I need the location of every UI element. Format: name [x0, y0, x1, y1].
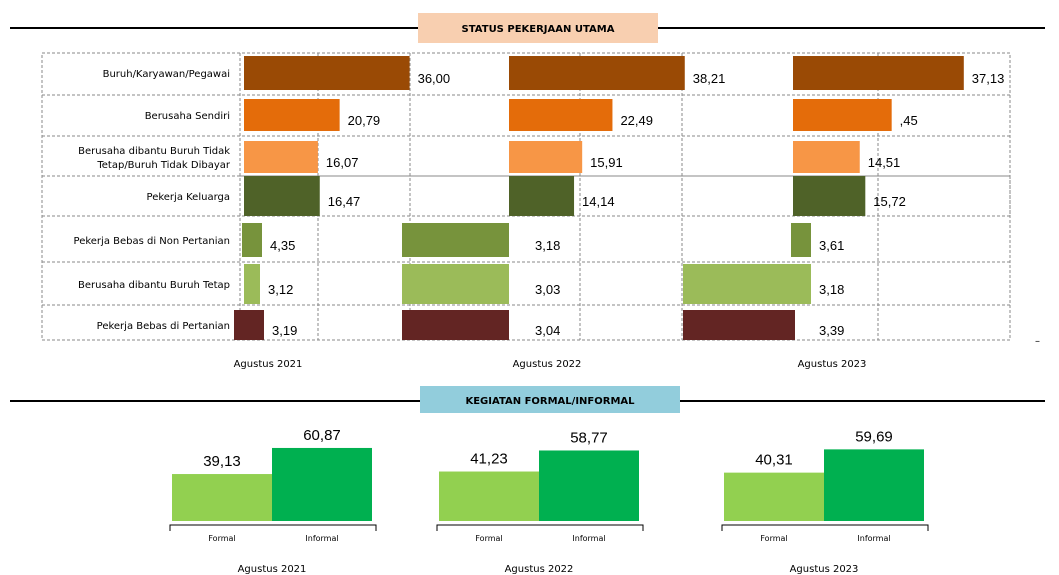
category-label-line: Buruh/Karyawan/Pegawai	[103, 69, 230, 80]
bar-value-label: 3,12	[268, 282, 293, 297]
category-tick-label: Formal	[208, 534, 235, 543]
bar-value-label: 3,19	[272, 323, 297, 338]
bar	[244, 56, 410, 90]
formal-title: KEGIATAN FORMAL/INFORMAL	[465, 396, 635, 407]
bar-value-label: 36,00	[418, 71, 451, 86]
formal-bar	[172, 474, 272, 521]
category-label: Berusaha dibantu Buruh Tidak Tetap/Buruh …	[78, 146, 231, 171]
category-label: Pekerja Bebas di Non Pertanian	[74, 236, 230, 247]
bar	[509, 176, 575, 216]
formal-bar	[439, 471, 539, 521]
bar	[793, 99, 892, 131]
bar-value-label: 3,18	[535, 238, 560, 253]
formal-chart: 39,13 Formal 60,87 Informal Agustus 2021 41,2…	[169, 427, 929, 575]
bar-value-label: 16,07	[326, 155, 359, 170]
informal-bar	[272, 447, 372, 521]
year-label: Agustus 2022	[505, 564, 574, 575]
year-label: Agustus 2023	[798, 359, 867, 370]
bar-value-label: ,45	[900, 113, 918, 128]
status-title: STATUS PEKERJAAN UTAMA	[462, 24, 615, 35]
category-label: Buruh/Karyawan/Pegawai	[103, 69, 230, 80]
bar	[791, 223, 811, 257]
year-label: Agustus 2021	[234, 359, 303, 370]
bar-value-label: 20,79	[348, 113, 381, 128]
bar-value-label: 40,31	[755, 452, 793, 469]
bar-value-label: 4,35	[270, 238, 295, 253]
category-tick-label: Formal	[760, 534, 787, 543]
status-title-background	[418, 13, 658, 43]
year-label: Agustus 2021	[238, 564, 307, 575]
bar	[793, 141, 860, 173]
bar	[242, 223, 262, 257]
category-label: Berusaha dibantu Buruh Tetap	[78, 280, 230, 291]
corner-dash: –	[1035, 336, 1040, 347]
bar	[793, 176, 866, 216]
formal-title-background	[420, 386, 680, 413]
bar	[244, 176, 320, 216]
bar-value-label: 3,61	[819, 238, 844, 253]
bar	[509, 141, 583, 173]
bar-value-label: 60,87	[303, 427, 341, 444]
bar-value-label: 16,47	[328, 194, 361, 209]
formal-bar	[724, 472, 824, 521]
x-axis-bracket	[721, 524, 929, 531]
bar-value-label: 41,23	[470, 451, 508, 468]
bar	[683, 264, 811, 304]
bar-value-label: 3,03	[535, 282, 560, 297]
status-year-labels: Agustus 2021 Agustus 2022 Agustus 2023	[234, 359, 867, 370]
bar-value-label: 58,77	[570, 429, 608, 446]
bar	[402, 310, 509, 340]
year-label: Agustus 2022	[513, 359, 582, 370]
x-axis-bracket	[436, 524, 644, 531]
bar	[683, 310, 795, 340]
bar	[402, 264, 509, 304]
bar-value-label: 3,18	[819, 282, 844, 297]
category-label: Pekerja Keluarga	[147, 192, 230, 203]
bar-value-label: 39,13	[203, 453, 241, 470]
x-axis-bracket	[169, 524, 377, 531]
category-label: Berusaha Sendiri	[145, 111, 230, 122]
bar-value-label: 38,21	[693, 71, 726, 86]
category-tick-label: Formal	[475, 534, 502, 543]
informal-bar	[824, 449, 924, 521]
bar-value-label: 14,51	[868, 155, 901, 170]
bar	[793, 56, 964, 90]
bar	[244, 141, 318, 173]
category-label-line: Berusaha dibantu Buruh Tetap	[78, 280, 230, 291]
bar	[244, 99, 340, 131]
bar-value-label: 59,69	[855, 428, 893, 445]
bar-value-label: 15,72	[873, 194, 906, 209]
bar-value-label: 22,49	[620, 113, 653, 128]
category-label: Pekerja Bebas di Pertanian	[97, 321, 230, 332]
bar	[234, 310, 264, 340]
category-label-line: Pekerja Keluarga	[147, 192, 230, 203]
year-label: Agustus 2023	[790, 564, 859, 575]
category-label-line: Berusaha dibantu Buruh Tidak	[78, 146, 230, 157]
bar	[402, 223, 509, 257]
category-tick-label: Informal	[857, 534, 890, 543]
bar-value-label: 14,14	[582, 194, 615, 209]
bar	[244, 264, 260, 304]
informal-bar	[539, 450, 639, 521]
bar	[509, 99, 613, 131]
category-label-line: Pekerja Bebas di Pertanian	[97, 321, 230, 332]
bar-value-label: 3,39	[819, 323, 844, 338]
category-tick-label: Informal	[305, 534, 338, 543]
bar-value-label: 37,13	[972, 71, 1005, 86]
category-label-line: Tetap/Buruh Tidak Dibayar	[96, 160, 231, 171]
status-chart: Buruh/Karyawan/Pegawai Berusaha Sendiri Be…	[74, 56, 1005, 340]
category-tick-label: Informal	[572, 534, 605, 543]
category-label-line: Pekerja Bebas di Non Pertanian	[74, 236, 230, 247]
status-grid	[41, 52, 1011, 341]
bar-value-label: 15,91	[590, 155, 623, 170]
bar	[509, 56, 685, 90]
category-label-line: Berusaha Sendiri	[145, 111, 230, 122]
bar-value-label: 3,04	[535, 323, 560, 338]
